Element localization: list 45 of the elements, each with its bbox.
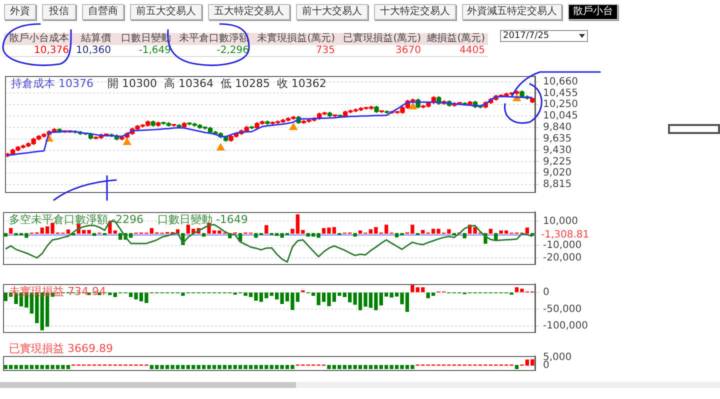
y-tick-label: 10,045 [543, 110, 578, 122]
text: 10,376 [4, 45, 72, 57]
text: 10,360 [72, 45, 114, 57]
y-tick-label: 10,000 [543, 216, 578, 227]
y-tick-label: 8,815 [543, 179, 572, 190]
text: 前五大交易人 [130, 4, 202, 20]
y-tick-label: 0 [543, 286, 550, 298]
text: 735 [252, 45, 338, 57]
text: 2017/7/25 [500, 30, 588, 42]
y-tick-label: -100,000 [543, 320, 588, 332]
text: 3670 [338, 45, 424, 57]
text: 十大特定交易人 [374, 4, 456, 20]
y-tick-label: 10,455 [543, 88, 578, 99]
text: -1,649 [114, 45, 174, 57]
y-tick-label: 10,250 [543, 99, 578, 110]
text: 五大特定交易人 [208, 4, 290, 20]
text: 投信 [42, 4, 76, 20]
y-tick-label: -50,000 [543, 304, 582, 315]
chart-title: 已實現損益 3669.89 [9, 342, 113, 355]
text: 外資減五特定交易人 [462, 4, 562, 20]
y-tick-label: -10,000 [543, 240, 582, 252]
y-tick-label: 0 [543, 360, 550, 371]
chart-subtitle: 口數日變動 -1649 [157, 212, 248, 226]
chart-title: 持倉成本 10376 [11, 76, 94, 90]
y-tick-label: 9,840 [543, 122, 572, 134]
chart-title: 多空未平倉口數淨額 -2296 [9, 212, 144, 226]
text: 外資 [4, 4, 36, 20]
text: 4405 [424, 45, 488, 57]
text: 散戶小台成本 [4, 33, 72, 45]
chart-subtitle: 開 10300 高 10364 低 10285 收 10362 [107, 76, 326, 90]
text: 未實現損益(萬元) [252, 33, 338, 45]
text: 自營商 [82, 4, 124, 20]
ref-line-label: -1,308.81 [541, 230, 590, 241]
y-tick-label: 9,225 [543, 156, 572, 168]
text: 結算價 [72, 33, 114, 45]
text: 已實現損益(萬元) [338, 33, 424, 45]
y-tick-label: 9,020 [543, 168, 572, 179]
y-tick-label: 10,660 [543, 76, 578, 88]
y-tick-label: 9,635 [543, 133, 572, 144]
y-tick-label: 9,430 [543, 144, 572, 156]
text: 前十大交易人 [296, 4, 368, 20]
text: 總損益(萬元) [424, 33, 488, 45]
text: -2,296 [174, 45, 252, 57]
y-tick-label: -20,000 [543, 252, 582, 264]
text: 散戶小台 [568, 4, 618, 20]
